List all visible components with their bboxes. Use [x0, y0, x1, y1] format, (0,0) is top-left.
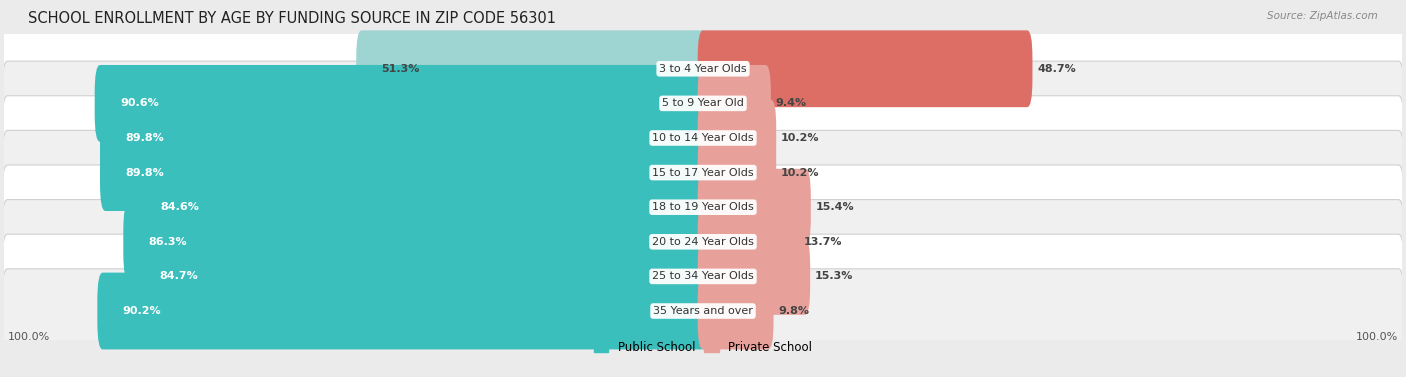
FancyBboxPatch shape [356, 31, 709, 107]
FancyBboxPatch shape [697, 31, 1032, 107]
FancyBboxPatch shape [94, 65, 709, 142]
FancyBboxPatch shape [697, 238, 810, 315]
FancyBboxPatch shape [97, 273, 709, 349]
Text: 89.8%: 89.8% [125, 133, 165, 143]
FancyBboxPatch shape [697, 169, 811, 245]
Text: 3 to 4 Year Olds: 3 to 4 Year Olds [659, 64, 747, 74]
Text: 86.3%: 86.3% [149, 237, 187, 247]
Text: 51.3%: 51.3% [381, 64, 420, 74]
FancyBboxPatch shape [3, 96, 1403, 180]
FancyBboxPatch shape [697, 203, 800, 280]
FancyBboxPatch shape [134, 238, 709, 315]
FancyBboxPatch shape [3, 165, 1403, 250]
Text: 90.2%: 90.2% [122, 306, 162, 316]
Text: 20 to 24 Year Olds: 20 to 24 Year Olds [652, 237, 754, 247]
FancyBboxPatch shape [3, 234, 1403, 319]
Legend: Public School, Private School: Public School, Private School [589, 337, 817, 359]
Text: 9.4%: 9.4% [776, 98, 807, 108]
Text: 48.7%: 48.7% [1038, 64, 1076, 74]
Text: 84.6%: 84.6% [160, 202, 198, 212]
FancyBboxPatch shape [100, 100, 709, 176]
Text: 10 to 14 Year Olds: 10 to 14 Year Olds [652, 133, 754, 143]
Text: 13.7%: 13.7% [804, 237, 842, 247]
FancyBboxPatch shape [3, 199, 1403, 284]
Text: 5 to 9 Year Old: 5 to 9 Year Old [662, 98, 744, 108]
Text: 9.8%: 9.8% [778, 306, 810, 316]
FancyBboxPatch shape [3, 130, 1403, 215]
Text: 18 to 19 Year Olds: 18 to 19 Year Olds [652, 202, 754, 212]
FancyBboxPatch shape [3, 26, 1403, 111]
Text: 15.4%: 15.4% [815, 202, 853, 212]
FancyBboxPatch shape [697, 100, 776, 176]
Text: 15.3%: 15.3% [815, 271, 853, 281]
Text: 25 to 34 Year Olds: 25 to 34 Year Olds [652, 271, 754, 281]
Text: Source: ZipAtlas.com: Source: ZipAtlas.com [1267, 11, 1378, 21]
Text: 90.6%: 90.6% [120, 98, 159, 108]
Text: 10.2%: 10.2% [780, 168, 820, 178]
Text: 89.8%: 89.8% [125, 168, 165, 178]
FancyBboxPatch shape [3, 269, 1403, 353]
Text: 15 to 17 Year Olds: 15 to 17 Year Olds [652, 168, 754, 178]
FancyBboxPatch shape [697, 134, 776, 211]
FancyBboxPatch shape [124, 203, 709, 280]
Text: 100.0%: 100.0% [1357, 332, 1399, 342]
Text: 100.0%: 100.0% [7, 332, 49, 342]
Text: 35 Years and over: 35 Years and over [652, 306, 754, 316]
FancyBboxPatch shape [135, 169, 709, 245]
Text: 84.7%: 84.7% [159, 271, 198, 281]
FancyBboxPatch shape [697, 65, 770, 142]
FancyBboxPatch shape [3, 61, 1403, 146]
FancyBboxPatch shape [697, 273, 773, 349]
FancyBboxPatch shape [100, 134, 709, 211]
Text: 10.2%: 10.2% [780, 133, 820, 143]
Text: SCHOOL ENROLLMENT BY AGE BY FUNDING SOURCE IN ZIP CODE 56301: SCHOOL ENROLLMENT BY AGE BY FUNDING SOUR… [28, 11, 557, 26]
